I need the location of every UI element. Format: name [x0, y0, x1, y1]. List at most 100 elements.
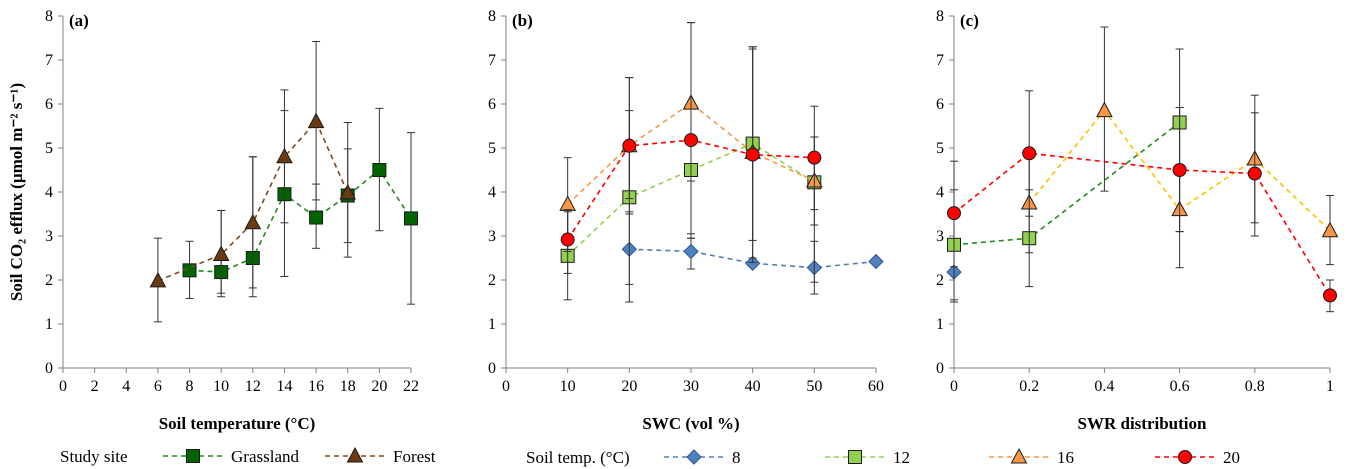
panel-label: (c) [960, 11, 979, 30]
series-20 [560, 22, 822, 274]
y-tick-label: 3 [488, 228, 496, 245]
x-tick-label: 0.2 [1019, 378, 1039, 395]
y-tick-label: 1 [488, 316, 496, 333]
legend-marker [186, 449, 200, 463]
series-line [157, 120, 349, 282]
series-line [953, 121, 1181, 246]
x-tick-label: 10 [560, 378, 576, 395]
x-tick-label: 1 [1326, 378, 1334, 395]
x-tick-label: 10 [213, 378, 229, 395]
x-tick-label: 22 [403, 378, 419, 395]
legend-title: Study site [60, 447, 128, 466]
x-tick-label: 14 [276, 378, 292, 395]
legend-label: Forest [393, 447, 436, 466]
y-tick-label: 3 [936, 228, 944, 245]
y-tick-label: 3 [45, 228, 53, 245]
y-tick-label: 8 [45, 8, 53, 25]
legend-marker [346, 446, 364, 463]
legend-label: 8 [732, 448, 741, 467]
series-20 [947, 90, 1337, 313]
legend-marker [1178, 450, 1192, 464]
series-line [953, 152, 1331, 296]
y-tick-label: 2 [488, 272, 496, 289]
x-tick-label: 8 [186, 378, 194, 395]
x-tick-label: 40 [745, 378, 761, 395]
x-tick-label: 30 [683, 378, 699, 395]
y-tick-label: 7 [45, 52, 53, 69]
legend-title: Soil temp. (°C) [526, 448, 630, 467]
y-tick-label: 4 [488, 184, 496, 201]
legend: Soil temp. (°C) 8 12 16 20 [526, 447, 1240, 467]
data-point [404, 211, 418, 226]
y-tick-label: 6 [936, 96, 944, 113]
series-Forest [149, 41, 357, 323]
y-tick-label: 5 [45, 140, 53, 157]
data-point [1321, 221, 1339, 238]
y-tick-label: 8 [488, 8, 496, 25]
y-tick-label: 8 [936, 8, 944, 25]
x-tick-label: 60 [868, 378, 884, 395]
x-tick-label: 0 [59, 378, 67, 395]
legend-label: Grassland [231, 447, 299, 466]
y-tick-label: 4 [936, 184, 944, 201]
x-tick-label: 0.6 [1170, 378, 1190, 395]
data-point [947, 206, 961, 221]
x-tick-label: 12 [245, 378, 261, 395]
panel-label: (a) [69, 11, 89, 30]
chart-panel-3: 0 1 2 3 4 5 6 7 8 0 0.2 0.4 0.6 0.8 1 SWR distribution (… [936, 8, 1339, 433]
legend-marker [848, 450, 862, 464]
data-point [1096, 101, 1113, 118]
data-point [559, 195, 577, 211]
data-point [339, 183, 357, 200]
legend-entry-20: 20 [1155, 448, 1240, 467]
y-tick-label: 1 [936, 316, 944, 333]
series-Grassland [182, 107, 418, 305]
legend-entry-Forest: Forest [325, 446, 436, 466]
data-point [307, 112, 325, 129]
series-12 [947, 48, 1187, 301]
x-tick-label: 0.4 [1094, 378, 1114, 395]
data-point [868, 253, 884, 270]
x-tick-label: 0 [950, 378, 958, 395]
legend-marker [1010, 447, 1028, 464]
x-tick-label: 0 [502, 378, 510, 395]
data-point [807, 150, 822, 165]
legend-entry-16: 16 [989, 447, 1074, 467]
y-tick-label: 1 [45, 316, 53, 333]
y-tick-label: 0 [488, 360, 496, 377]
data-point [744, 255, 761, 271]
x-axis-label: Soil temperature (°C) [159, 414, 316, 433]
x-tick-label: 4 [122, 378, 130, 395]
data-point [683, 243, 699, 260]
x-axis-label: SWR distribution [1078, 414, 1207, 433]
y-tick-label: 2 [45, 272, 53, 289]
y-tick-label: 6 [45, 96, 53, 113]
data-point [560, 232, 575, 247]
legend-label: 16 [1057, 448, 1074, 467]
panel-label: (b) [512, 11, 533, 30]
x-axis-label: SWC (vol %) [642, 414, 739, 433]
legend-marker [686, 449, 702, 465]
data-point [149, 271, 167, 288]
data-point [745, 147, 760, 162]
y-tick-label: 0 [936, 360, 944, 377]
data-point [684, 133, 698, 148]
legend-entry-12: 12 [825, 448, 910, 467]
x-tick-label: 50 [806, 378, 822, 395]
x-tick-label: 20 [371, 378, 387, 395]
data-point [622, 138, 637, 153]
x-tick-label: 6 [154, 378, 162, 395]
y-axis-label: Soil CO₂ efflux (µmol m⁻² s⁻¹) [7, 83, 26, 301]
data-point [1172, 163, 1187, 177]
y-tick-label: 5 [488, 140, 496, 157]
data-point [244, 213, 262, 230]
chart-panel-2: 0 1 2 3 4 5 6 7 8 0 10 20 30 40 50 60 SWC (vol %) (b) [488, 8, 884, 433]
y-tick-label: 2 [936, 272, 944, 289]
y-tick-label: 0 [45, 360, 53, 377]
legend: Study site Grassland Forest [60, 446, 436, 466]
data-point [276, 147, 293, 164]
data-point [372, 163, 387, 177]
series-line [567, 102, 815, 205]
